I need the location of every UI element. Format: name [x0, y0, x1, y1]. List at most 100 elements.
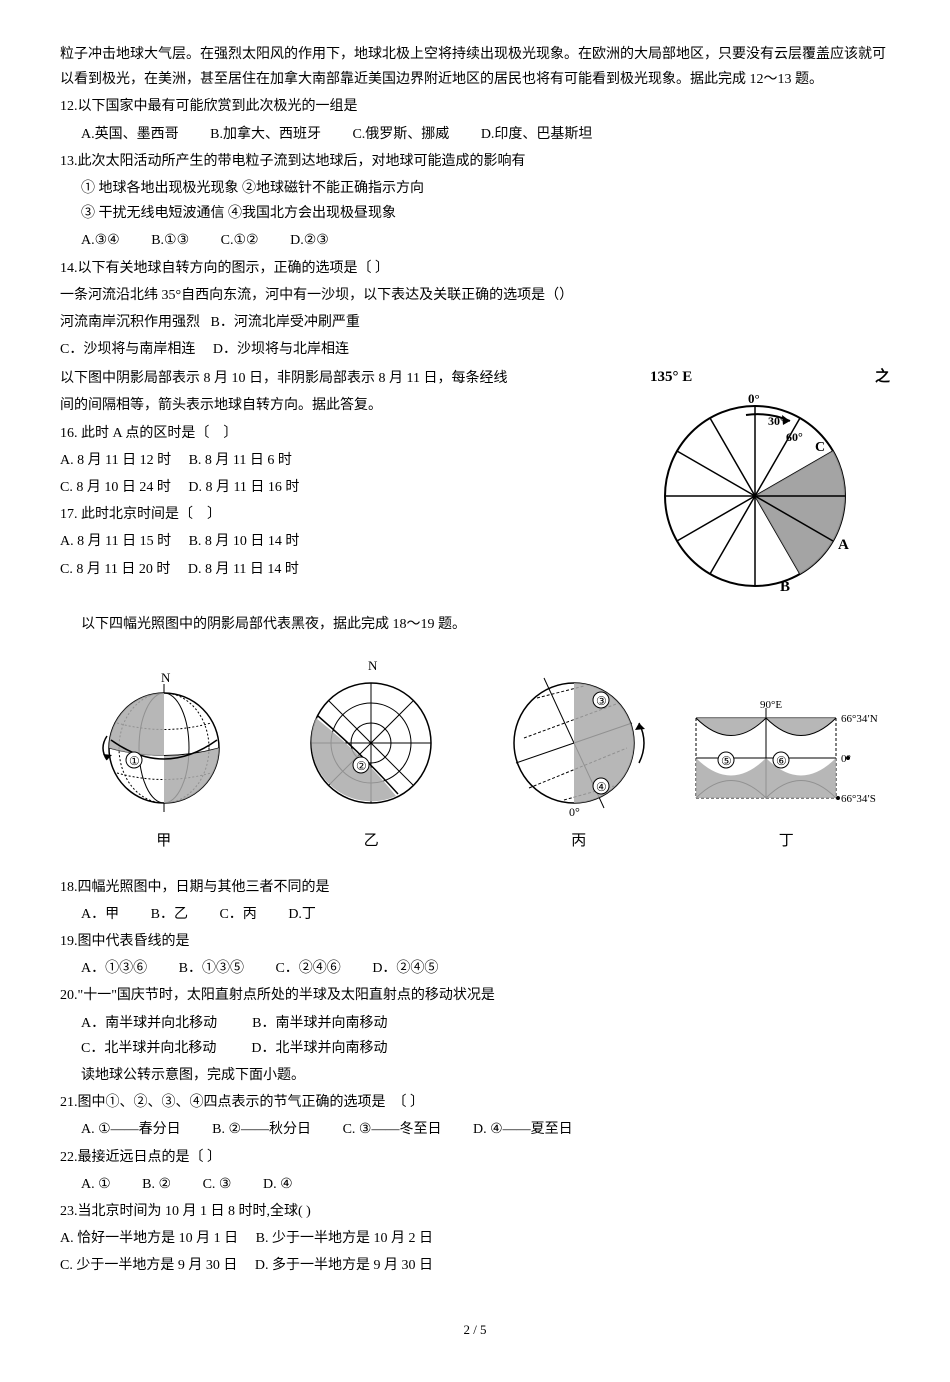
q17-row2: C. 8 月 11 日 20 时 D. 8 月 11 日 14 时 — [60, 557, 650, 582]
q16-row2: C. 8 月 10 日 24 时 D. 8 月 11 日 16 时 — [60, 475, 650, 500]
q16-C: C. 8 月 10 日 24 时 — [60, 480, 171, 495]
q15-stem: 一条河流沿北纬 35°自西向东流，河中有一沙坝，以下表达及关联正确的选项是（） — [60, 283, 890, 308]
polar-30-label: 30° — [768, 414, 785, 428]
globe-labels-row: 甲 乙 丙 丁 — [60, 828, 890, 855]
q20-A: A．南半球并向北移动 — [81, 1016, 217, 1031]
q15-A: 河流南岸沉积作用强烈 — [60, 315, 200, 330]
q22-C: C. ③ — [203, 1172, 232, 1197]
globe-bing-4: ④ — [596, 780, 607, 794]
q18-C: C．丙 — [219, 902, 256, 927]
globe-bing-3: ③ — [596, 694, 607, 708]
polar-tail-char: 之 — [875, 364, 890, 391]
q13-statement-2: ③ 干扰无线电短波通信 ④我国北方会出现极昼现象 — [60, 201, 890, 226]
q16-D: D. 8 月 11 日 16 时 — [188, 480, 299, 495]
globe-bing-0: 0° — [569, 805, 580, 818]
ding-5: ⑤ — [721, 754, 732, 768]
q23-row1: A. 恰好一半地方是 10 月 1 日 B. 少于一半地方是 10 月 2 日 — [60, 1226, 890, 1251]
q19-options: A．①③⑥ B．①③⑤ C．②④⑥ D．②④⑤ — [60, 956, 890, 981]
q15-line2: C．沙坝将与南岸相连 D．沙坝将与北岸相连 — [60, 337, 890, 362]
orbit-intro: 读地球公转示意图，完成下面小题。 — [60, 1063, 890, 1088]
polar-intro-line1: 以下图中阴影局部表示 8 月 10 日，非阴影局部表示 8 月 11 日，每条经… — [60, 366, 507, 391]
q21-stem: 21.图中①、②、③、④四点表示的节气正确的选项是 〔 〕 — [60, 1090, 890, 1115]
q20-row1: A．南半球并向北移动 B．南半球并向南移动 — [60, 1011, 890, 1036]
q20-C: C．北半球并向北移动 — [81, 1041, 216, 1056]
globe-figure-row: N ① N — [60, 658, 890, 818]
q23-D: D. 多于一半地方是 9 月 30 日 — [255, 1258, 433, 1273]
q23-row2: C. 少于一半地方是 9 月 30 日 D. 多于一半地方是 9 月 30 日 — [60, 1253, 890, 1278]
q23-C: C. 少于一半地方是 9 月 30 日 — [60, 1258, 237, 1273]
q23-stem: 23.当北京时间为 10 月 1 日 8 时时,全球( ) — [60, 1199, 890, 1224]
ding-toplat: 66°34′N — [841, 713, 878, 725]
globe-jia: N ① — [60, 668, 268, 818]
polar-C-label: C — [815, 440, 825, 455]
globe-jia-1: ① — [129, 754, 140, 768]
q15-D: D．沙坝将与北岸相连 — [213, 342, 349, 357]
fig-intro: 以下四幅光照图中的阴影局部代表黑夜，据此完成 18～19 题。 — [60, 612, 890, 637]
q12-stem: 12.以下国家中最有可能欣赏到此次极光的一组是 — [60, 94, 890, 119]
ding-6: ⑥ — [776, 754, 787, 768]
label-ding: 丁 — [683, 828, 891, 855]
q19-A: A．①③⑥ — [81, 956, 147, 981]
q18-D: D.丁 — [288, 902, 316, 927]
polar-135e-label: 135° E — [650, 364, 692, 391]
q12-C: C.俄罗斯、挪威 — [352, 122, 449, 147]
globe-bing: ③ ④ 0° — [475, 668, 683, 818]
q19-C: C．②④⑥ — [275, 956, 340, 981]
q21-A: A. ①——春分日 — [81, 1117, 181, 1142]
q12-D: D.印度、巴基斯坦 — [481, 122, 593, 147]
q21-D: D. ④——夏至日 — [473, 1117, 573, 1142]
q12-options: A.英国、墨西哥 B.加拿大、西班牙 C.俄罗斯、挪威 D.印度、巴基斯坦 — [60, 122, 890, 147]
polar-diagram: 0° 30° 60° C A B — [650, 391, 860, 601]
q13-C: C.①② — [221, 228, 259, 253]
label-yi: 乙 — [268, 828, 476, 855]
q17-A: A. 8 月 11 日 15 时 — [60, 534, 171, 549]
q22-B: B. ② — [142, 1172, 171, 1197]
q21-C: C. ③——冬至日 — [343, 1117, 442, 1142]
label-bing: 丙 — [475, 828, 683, 855]
q23-A: A. 恰好一半地方是 10 月 1 日 — [60, 1231, 238, 1246]
q19-D: D．②④⑤ — [372, 956, 438, 981]
q17-stem: 17. 此时北京时间是〔 〕 — [60, 502, 650, 527]
q15-B: B．河流北岸受冲刷严重 — [211, 315, 360, 330]
polar-section: 以下图中阴影局部表示 8 月 10 日，非阴影局部表示 8 月 11 日，每条经… — [60, 364, 890, 610]
globe-yi-N: N — [368, 658, 378, 673]
globe-ding: 90°E 66°34′N 0° 66°34′S ⑤ ⑥ — [683, 698, 891, 818]
polar-A-label: A — [838, 537, 849, 553]
q20-row2: C．北半球并向北移动 D．北半球并向南移动 — [60, 1036, 890, 1061]
q17-B: B. 8 月 10 日 14 时 — [189, 534, 300, 549]
q22-A: A. ① — [81, 1172, 111, 1197]
q18-stem: 18.四幅光照图中，日期与其他三者不同的是 — [60, 875, 890, 900]
polar-chart-wrapper: 135° E 之 — [650, 364, 890, 610]
q13-stem: 13.此次太阳活动所产生的带电粒子流到达地球后，对地球可能造成的影响有 — [60, 149, 890, 174]
q13-options: A.③④ B.①③ C.①② D.②③ — [60, 228, 890, 253]
q17-row1: A. 8 月 11 日 15 时 B. 8 月 10 日 14 时 — [60, 529, 650, 554]
q18-A: A．甲 — [81, 902, 119, 927]
q19-B: B．①③⑤ — [179, 956, 244, 981]
globe-yi-2: ② — [356, 759, 367, 773]
q20-D: D．北半球并向南移动 — [251, 1041, 387, 1056]
q13-statement-1: ① 地球各地出现极光现象 ②地球磁针不能正确指示方向 — [60, 176, 890, 201]
ding-90e: 90°E — [760, 699, 782, 711]
label-jia: 甲 — [60, 828, 268, 855]
q12-A: A.英国、墨西哥 — [81, 122, 179, 147]
q12-B: B.加拿大、西班牙 — [210, 122, 321, 147]
globe-jia-N: N — [161, 670, 171, 685]
q13-D: D.②③ — [290, 228, 329, 253]
polar-0-label: 0° — [748, 391, 760, 406]
q16-stem: 16. 此时 A 点的区时是〔 〕 — [60, 421, 650, 446]
q16-B: B. 8 月 11 日 6 时 — [189, 453, 292, 468]
q20-stem: 20."十一"国庆节时，太阳直射点所处的半球及太阳直射点的移动状况是 — [60, 983, 890, 1008]
q18-options: A．甲 B．乙 C．丙 D.丁 — [60, 902, 890, 927]
polar-B-label: B — [780, 579, 790, 595]
q22-options: A. ① B. ② C. ③ D. ④ — [60, 1172, 890, 1197]
globe-yi: N ② — [268, 658, 476, 818]
polar-60-label: 60° — [786, 430, 803, 444]
page-number: 2 / 5 — [60, 1318, 890, 1341]
q14-stem: 14.以下有关地球自转方向的图示，正确的选项是〔 〕 — [60, 256, 890, 281]
q23-B: B. 少于一半地方是 10 月 2 日 — [256, 1231, 433, 1246]
q17-C: C. 8 月 11 日 20 时 — [60, 562, 170, 577]
polar-intro-line2: 间的间隔相等，箭头表示地球自转方向。据此答复。 — [60, 393, 650, 418]
ding-botlat: 66°34′S — [841, 793, 876, 805]
q15-C: C．沙坝将与南岸相连 — [60, 342, 195, 357]
q16-A: A. 8 月 11 日 12 时 — [60, 453, 171, 468]
